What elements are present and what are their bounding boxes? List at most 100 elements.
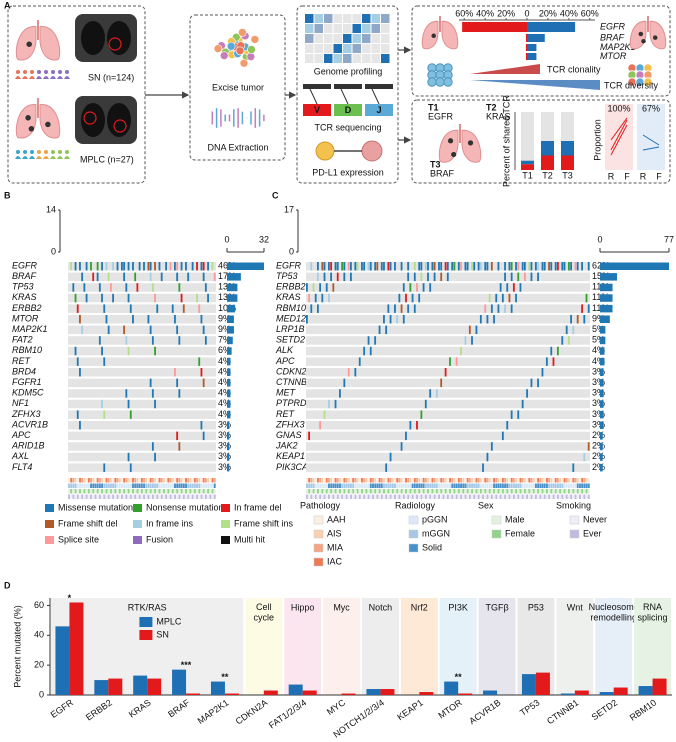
clinical-cell [151,483,154,488]
person-body [64,76,70,79]
clinical-cell [587,489,590,494]
clinical-cell [182,483,185,488]
count-bar [600,389,604,398]
y-axis-label: Percent mutated (%) [12,605,22,688]
clinical-cell [541,483,544,488]
clinical-cell [165,478,168,483]
clinical-cell [79,483,81,488]
count-bar [600,463,603,472]
mutation-cell [383,262,385,271]
mutation-cell [176,272,179,282]
oncoprint-row [68,336,216,345]
clinical-cell [96,478,99,483]
significance: *** [181,660,192,670]
clinical-cell [427,494,429,499]
person-head [23,70,27,74]
legend-swatch [139,630,153,640]
clinical-cell [526,478,529,483]
gene-label: SETD2 [276,335,305,345]
clinical-cell [460,494,463,499]
clinical-cell [204,478,207,483]
clinical-cell [369,494,372,499]
clinical-cell [312,489,315,494]
bar [525,53,527,60]
bar [55,626,70,695]
person-body [22,156,28,159]
clinical-cell [202,483,205,488]
mutation-cell [319,283,322,292]
mutation-cell [424,399,427,409]
mutation-cell [178,442,181,451]
clinical-cell [118,489,121,494]
mutation-cell [202,431,205,441]
mutation-cell [336,262,339,271]
mutation-cell [457,262,460,271]
clinical-cell [583,489,586,494]
legend-swatch [221,536,230,544]
oncoprint-row [68,325,216,335]
clinical-cell [81,478,84,483]
clinical-cell [154,489,157,494]
x-tick-label: 20% [539,8,557,18]
clinical-cell [453,489,456,494]
clinical-cell [391,494,394,499]
clinical-cell [356,489,359,494]
clinical-cell [541,494,544,499]
oncoprint-row [306,378,590,388]
clinical-cell [451,494,454,499]
clinical-cell [429,483,432,488]
clinical-cell [68,494,70,499]
clinical-cell [118,478,121,483]
gene-label: BRAF [12,271,37,281]
tcr-segment-label: J [376,105,381,115]
mutation-cell [105,315,108,324]
count-bar [227,347,232,355]
mutation-cell [367,262,370,271]
clinical-cell [477,494,480,499]
clinical-cell [396,483,399,488]
gene-label: MTOR [12,313,39,323]
gene-label: APC [11,430,31,440]
clinical-cell [83,478,86,483]
y-tick-label: 40 [34,630,44,640]
mutation-cell [76,410,79,419]
mutation-cell [105,262,108,271]
mutation-cell [198,357,201,366]
clinical-cell [107,489,110,494]
clinical-cell [160,494,163,499]
clinical-cell [427,483,429,488]
genome-cell [333,14,342,23]
clinical-cell [171,478,174,483]
clinical-cell [81,489,84,494]
mutation-cell [563,262,566,271]
mutation-cell [204,336,207,345]
clinical-cell [435,489,438,494]
mutation-cell [354,262,357,271]
pct-label: 3% [218,441,231,451]
legend-label: Missense mutation [58,502,133,512]
nodule [25,115,31,121]
tumor-gene: BRAF [430,168,455,178]
clinical-cell [145,489,148,494]
oncoprint-row [306,293,590,303]
clinical-cell [561,483,564,488]
clinical-cell [548,478,551,483]
tcr-label: TCR diversity [604,80,659,90]
mutation-cell [490,262,493,271]
oncoprint-row [306,431,590,441]
bar-segment [561,141,574,156]
mutation-cell [479,262,482,271]
clinical-cell [347,483,350,488]
bar [133,675,148,695]
tcr-strand [334,84,362,89]
clinical-cell [156,478,159,483]
pct-label: 4% [592,356,605,366]
clinical-cell [420,483,423,488]
oncoprint-row [306,315,590,324]
mutation-cell [147,315,150,324]
clinical-cell [76,478,79,483]
clinical-cell [374,494,377,499]
genome-cell [343,54,352,63]
cohort-label: MPLC (n=27) [80,154,134,164]
clinical-cell [185,489,187,494]
